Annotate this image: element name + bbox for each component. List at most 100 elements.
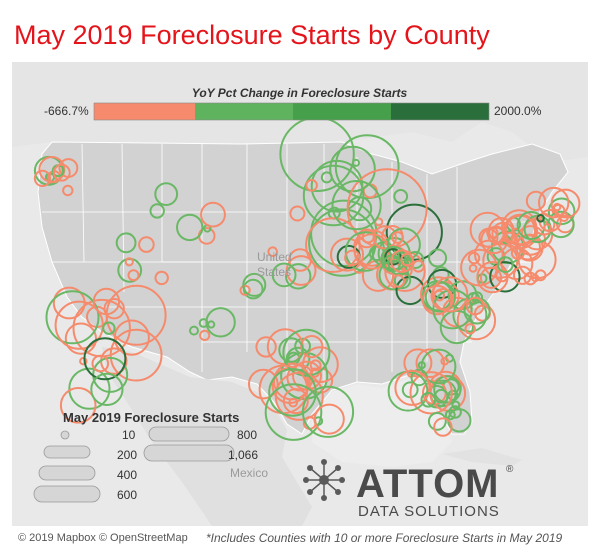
county-bubble[interactable]	[68, 367, 111, 410]
county-bubble[interactable]	[92, 287, 121, 316]
county-bubble[interactable]	[427, 412, 447, 431]
county-bubble[interactable]	[550, 188, 581, 219]
county-bubble[interactable]	[503, 231, 517, 245]
county-bubble[interactable]	[176, 213, 204, 242]
county-bubble[interactable]	[138, 236, 155, 253]
county-bubble[interactable]	[278, 337, 304, 363]
county-bubble[interactable]	[285, 255, 317, 286]
county-bubble[interactable]	[444, 409, 456, 421]
county-bubble[interactable]	[330, 237, 364, 272]
county-bubble[interactable]	[433, 375, 462, 404]
county-bubble[interactable]	[205, 307, 236, 338]
county-bubble[interactable]	[420, 392, 437, 408]
county-bubble[interactable]	[282, 328, 331, 377]
county-bubble[interactable]	[267, 246, 279, 257]
county-bubble[interactable]	[255, 336, 277, 358]
county-bubble[interactable]	[406, 251, 425, 269]
county-bubble[interactable]	[476, 261, 509, 294]
county-bubble[interactable]	[391, 231, 404, 244]
county-bubble[interactable]	[189, 325, 199, 336]
county-bubble[interactable]	[547, 197, 576, 226]
map-label-states: States	[257, 265, 292, 279]
county-bubble[interactable]	[372, 225, 397, 250]
county-bubble[interactable]	[313, 403, 345, 435]
county-bubble[interactable]	[62, 184, 74, 197]
county-bubble[interactable]	[510, 246, 525, 260]
county-bubble[interactable]	[344, 249, 361, 267]
county-bubble[interactable]	[428, 248, 448, 268]
county-bubble[interactable]	[374, 217, 384, 227]
county-bubble[interactable]	[513, 265, 533, 285]
county-bubble[interactable]	[467, 251, 481, 265]
county-bubble[interactable]	[390, 249, 414, 273]
county-bubble[interactable]	[248, 368, 279, 400]
county-bubble[interactable]	[79, 357, 88, 366]
county-bubble[interactable]	[431, 288, 455, 311]
county-bubble[interactable]	[271, 262, 297, 288]
county-bubble[interactable]	[282, 388, 309, 415]
county-bubble[interactable]	[531, 274, 540, 283]
county-bubble[interactable]	[448, 405, 462, 419]
county-bubble[interactable]	[394, 369, 431, 406]
county-bubble[interactable]	[464, 323, 476, 335]
county-bubble[interactable]	[451, 400, 461, 410]
county-bubble[interactable]	[309, 359, 322, 372]
county-bubble[interactable]	[54, 300, 104, 350]
county-bubble[interactable]	[264, 383, 323, 441]
county-bubble[interactable]	[239, 284, 251, 296]
county-bubble[interactable]	[386, 227, 421, 262]
county-bubble[interactable]	[538, 186, 570, 219]
county-bubble[interactable]	[109, 328, 163, 382]
county-bubble[interactable]	[33, 169, 51, 188]
county-bubble[interactable]	[468, 263, 478, 273]
county-bubble[interactable]	[525, 190, 547, 211]
county-bubble[interactable]	[420, 348, 457, 385]
county-bubble[interactable]	[552, 202, 562, 212]
county-bubble[interactable]	[409, 371, 453, 415]
county-bubble[interactable]	[199, 329, 211, 341]
county-bubble[interactable]	[52, 163, 71, 182]
county-bubble[interactable]	[489, 261, 521, 293]
county-bubble-map[interactable]	[12, 62, 588, 526]
county-bubble[interactable]	[83, 337, 127, 381]
county-bubble[interactable]	[289, 205, 306, 222]
county-bubble[interactable]	[496, 256, 514, 274]
county-bubble[interactable]	[124, 257, 134, 267]
county-bubble[interactable]	[288, 397, 299, 408]
county-bubble[interactable]	[385, 203, 443, 261]
county-bubble[interactable]	[274, 371, 324, 421]
county-bubble[interactable]	[536, 214, 545, 223]
county-bubble[interactable]	[285, 263, 312, 290]
county-bubble[interactable]	[433, 417, 453, 437]
county-bubble[interactable]	[302, 164, 365, 227]
county-bubble[interactable]	[45, 290, 100, 345]
county-bubble[interactable]	[465, 296, 485, 316]
county-bubble[interactable]	[102, 321, 116, 335]
county-bubble[interactable]	[421, 284, 453, 316]
county-bubble[interactable]	[59, 387, 97, 424]
county-bubble[interactable]	[384, 248, 402, 266]
county-bubble[interactable]	[91, 354, 110, 373]
county-bubble[interactable]	[115, 232, 137, 254]
county-bubble[interactable]	[113, 319, 150, 356]
county-bubble[interactable]	[412, 259, 425, 273]
county-bubble[interactable]	[242, 272, 267, 297]
county-bubble[interactable]	[393, 188, 409, 204]
county-bubble[interactable]	[154, 182, 179, 207]
county-bubble[interactable]	[432, 289, 473, 330]
county-bubble[interactable]	[415, 348, 446, 379]
county-bubble[interactable]	[479, 266, 503, 289]
county-bubble[interactable]	[90, 372, 124, 406]
county-bubble[interactable]	[300, 335, 324, 359]
county-bubble[interactable]	[154, 270, 169, 286]
county-bubble[interactable]	[198, 318, 209, 328]
county-bubble[interactable]	[268, 368, 317, 417]
county-bubble[interactable]	[301, 385, 355, 438]
county-bubble[interactable]	[64, 322, 98, 355]
county-bubble[interactable]	[331, 180, 382, 231]
county-bubble[interactable]	[391, 274, 406, 288]
county-bubble[interactable]	[305, 179, 318, 192]
county-bubble[interactable]	[200, 201, 226, 228]
county-bubble[interactable]	[127, 269, 140, 282]
county-bubble[interactable]	[149, 203, 165, 219]
